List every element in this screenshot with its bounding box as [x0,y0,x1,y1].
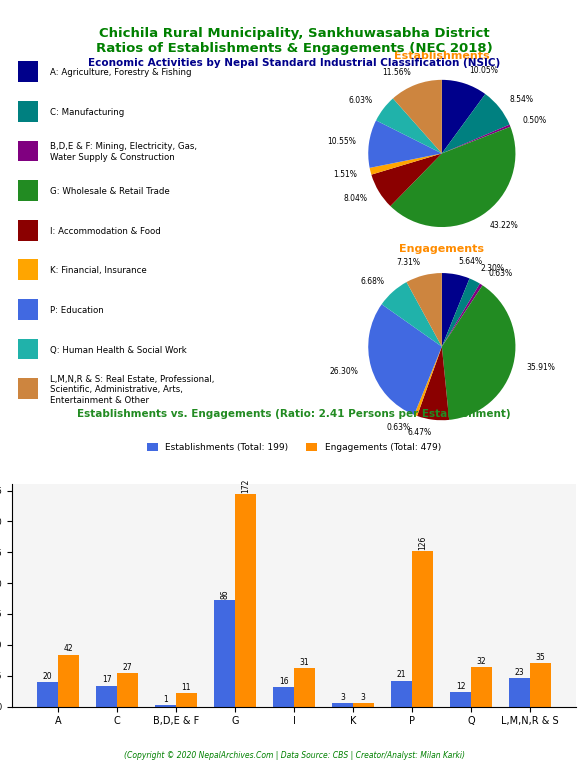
Bar [273,687,294,707]
Bar [18,339,38,359]
Text: 0.63%: 0.63% [387,423,411,432]
Text: 126: 126 [418,535,427,550]
Wedge shape [390,127,516,227]
Text: Establishments vs. Engagements (Ratio: 2.41 Persons per Establishment): Establishments vs. Engagements (Ratio: 2… [77,409,511,419]
Title: Engagements: Engagements [399,244,485,254]
Text: B,D,E & F: Mining, Electricity, Gas,
Water Supply & Construction: B,D,E & F: Mining, Electricity, Gas, Wat… [50,142,197,162]
Wedge shape [442,80,485,154]
Text: Ratios of Establishments & Engagements (NEC 2018): Ratios of Establishments & Engagements (… [96,42,492,55]
Text: P: Education: P: Education [50,306,104,315]
Wedge shape [442,124,510,154]
Text: 7.31%: 7.31% [396,258,420,267]
Text: 8.04%: 8.04% [343,194,368,203]
Text: 10.05%: 10.05% [469,66,497,75]
Bar [18,101,38,122]
Bar [450,692,471,707]
Bar [18,61,38,82]
Text: 12: 12 [456,681,465,690]
Text: 6.03%: 6.03% [349,96,373,105]
Text: 3: 3 [361,693,366,702]
Text: 1: 1 [163,695,168,704]
Wedge shape [414,346,442,416]
Text: I: Accommodation & Food: I: Accommodation & Food [50,227,161,236]
Bar [155,705,176,707]
Wedge shape [376,98,442,154]
Text: A: Agriculture, Forestry & Fishing: A: Agriculture, Forestry & Fishing [50,68,192,78]
Wedge shape [417,346,449,420]
Text: 1.51%: 1.51% [334,170,358,179]
Text: 10.55%: 10.55% [327,137,356,147]
Wedge shape [368,121,442,168]
Bar [38,682,58,707]
Legend: Establishments (Total: 199), Engagements (Total: 479): Establishments (Total: 199), Engagements… [143,439,445,455]
Wedge shape [442,94,510,154]
Bar [235,495,256,707]
Wedge shape [442,286,516,420]
Wedge shape [442,283,483,346]
Text: Chichila Rural Municipality, Sankhuwasabha District: Chichila Rural Municipality, Sankhuwasab… [99,27,489,40]
Wedge shape [442,279,480,346]
Bar [18,180,38,201]
Wedge shape [370,154,442,174]
Text: 6.68%: 6.68% [360,277,384,286]
Text: 8.54%: 8.54% [510,95,534,104]
Text: 21: 21 [397,670,406,680]
Bar [471,667,492,707]
Bar [353,703,373,707]
Wedge shape [393,80,442,154]
Text: 31: 31 [299,658,309,667]
Bar [530,664,550,707]
Wedge shape [406,273,442,346]
Text: 16: 16 [279,677,289,686]
Bar [117,674,138,707]
Text: 43.22%: 43.22% [490,221,519,230]
Bar [18,220,38,240]
Text: 42: 42 [64,644,73,654]
Text: 23: 23 [515,668,524,677]
Text: K: Financial, Insurance: K: Financial, Insurance [50,266,147,275]
Text: C: Manufacturing: C: Manufacturing [50,108,125,117]
Text: 20: 20 [43,672,52,680]
Title: Establishments: Establishments [394,51,490,61]
Bar [294,668,315,707]
Wedge shape [442,273,470,346]
Text: L,M,N,R & S: Real Estate, Professional,
Scientific, Administrative, Arts,
Entert: L,M,N,R & S: Real Estate, Professional, … [50,375,215,405]
Wedge shape [372,154,442,206]
Text: G: Wholesale & Retail Trade: G: Wholesale & Retail Trade [50,187,170,196]
Text: 2.30%: 2.30% [481,264,505,273]
Text: Q: Human Health & Social Work: Q: Human Health & Social Work [50,346,187,355]
Text: 172: 172 [241,478,250,493]
Wedge shape [382,282,442,346]
Text: 6.47%: 6.47% [407,429,431,437]
Text: 3: 3 [340,693,345,702]
Text: 35: 35 [536,653,545,662]
Text: 5.64%: 5.64% [459,257,483,266]
Wedge shape [368,304,442,415]
Text: (Copyright © 2020 NepalArchives.Com | Data Source: CBS | Creator/Analyst: Milan : (Copyright © 2020 NepalArchives.Com | Da… [123,751,465,760]
Text: 27: 27 [122,663,132,672]
Bar [18,379,38,399]
Text: 86: 86 [220,590,229,599]
Bar [18,141,38,161]
Bar [18,299,38,319]
Bar [332,703,353,707]
Text: 0.63%: 0.63% [488,269,512,278]
Text: 17: 17 [102,675,112,684]
Bar [509,678,530,707]
Bar [392,680,412,707]
Bar [58,655,79,707]
Text: 35.91%: 35.91% [526,363,555,372]
Text: 26.30%: 26.30% [330,366,359,376]
Bar [176,693,196,707]
Text: 32: 32 [476,657,486,666]
Bar [215,601,235,707]
Text: 11.56%: 11.56% [382,68,411,77]
Text: Economic Activities by Nepal Standard Industrial Classification (NSIC): Economic Activities by Nepal Standard In… [88,58,500,68]
Bar [18,260,38,280]
Text: 11: 11 [182,683,191,692]
Bar [412,551,433,707]
Text: 0.50%: 0.50% [522,116,546,125]
Bar [96,686,117,707]
